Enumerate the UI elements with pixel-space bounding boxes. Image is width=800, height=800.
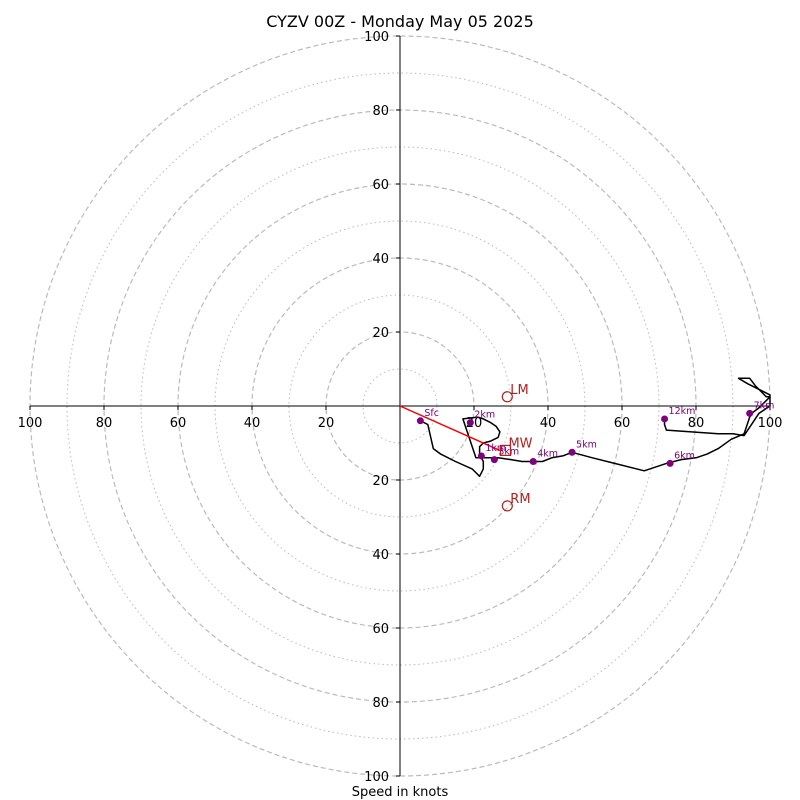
y-tick-label: 60 [372,178,389,193]
y-tick-label: 60 [372,622,389,637]
y-tick-label: 40 [372,548,389,563]
tick-labels: 2020202040404040606060608080808010010010… [18,30,783,785]
y-tick-label: 20 [372,326,389,341]
chart-title: CYZV 00Z - Monday May 05 2025 [266,12,534,31]
height-label: 1km [485,443,506,454]
x-tick-label: 60 [614,416,631,431]
storm-motions: LM MW RM [499,383,533,512]
storm-motion-marker [501,391,513,403]
y-tick-label: 80 [372,696,389,711]
height-label: 4km [537,449,558,460]
x-tick-label: 40 [540,416,557,431]
height-marker [416,417,424,425]
height-marker [568,448,576,456]
x-tick-label: 40 [244,416,261,431]
y-tick-label: 100 [364,30,389,45]
height-label: 2km [474,410,495,421]
height-markers: Sfc 1km 2km 3km 4km 5km 6km 7km 12km [416,400,775,467]
y-tick-label: 80 [372,104,389,119]
x-tick-label: 100 [18,416,43,431]
wind-profile [420,377,771,478]
height-marker [746,409,754,417]
x-tick-label: 20 [318,416,335,431]
height-label: 5km [576,439,597,450]
height-marker [466,419,474,427]
height-marker [477,452,485,460]
storm-motion-label: LM [510,383,528,398]
height-label: Sfc [424,408,439,419]
height-label: 6km [674,450,695,461]
height-marker [529,458,537,465]
y-tick-label: 100 [364,770,389,785]
x-tick-label: 80 [688,416,705,431]
height-label: 7km [754,400,775,411]
x-tick-label: 100 [758,416,783,431]
storm-motion-marker [499,444,512,456]
x-tick-label: 60 [170,416,187,431]
height-marker [661,415,669,423]
y-tick-label: 20 [372,474,389,489]
storm-motion-marker [501,500,513,512]
x-axis-label: Speed in knots [352,785,449,800]
height-label: 3km [498,447,519,458]
height-marker [666,459,674,467]
mean-wind-line [399,405,501,452]
height-label: 12km [669,406,696,417]
y-tick-label: 40 [372,252,389,267]
height-marker [490,456,498,464]
storm-motion-label: RM [510,492,530,507]
storm-motion-label: MW [508,436,532,451]
profile-line [420,377,771,478]
mean-wind-vector [399,405,501,452]
x-tick-label: 80 [96,416,113,431]
